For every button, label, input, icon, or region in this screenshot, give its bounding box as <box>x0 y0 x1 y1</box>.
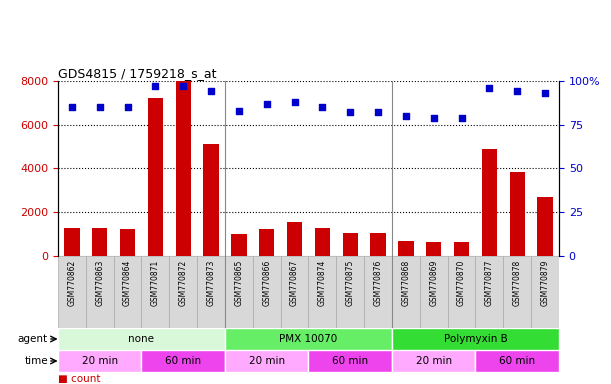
Text: GSM770873: GSM770873 <box>207 260 216 306</box>
Text: GSM770879: GSM770879 <box>541 260 549 306</box>
FancyBboxPatch shape <box>142 256 169 328</box>
Point <box>290 99 299 105</box>
Text: GSM770868: GSM770868 <box>401 260 411 306</box>
Bar <box>259 228 274 256</box>
Text: GSM770877: GSM770877 <box>485 260 494 306</box>
FancyBboxPatch shape <box>392 256 420 328</box>
FancyBboxPatch shape <box>475 256 503 328</box>
Bar <box>64 228 79 256</box>
FancyBboxPatch shape <box>253 256 280 328</box>
Text: 60 min: 60 min <box>165 356 201 366</box>
FancyBboxPatch shape <box>142 350 225 372</box>
FancyBboxPatch shape <box>197 256 225 328</box>
Text: GSM770875: GSM770875 <box>346 260 355 306</box>
Point <box>262 101 272 107</box>
Text: 60 min: 60 min <box>499 356 535 366</box>
Text: ■ count: ■ count <box>58 374 100 384</box>
Text: GSM770871: GSM770871 <box>151 260 160 306</box>
FancyBboxPatch shape <box>58 328 225 350</box>
Point <box>234 108 244 114</box>
Point <box>345 109 355 116</box>
FancyBboxPatch shape <box>364 256 392 328</box>
Point <box>123 104 133 110</box>
Bar <box>287 222 302 256</box>
Bar <box>426 242 441 256</box>
Point <box>178 83 188 89</box>
Text: GSM770876: GSM770876 <box>373 260 382 306</box>
Text: 20 min: 20 min <box>82 356 118 366</box>
Text: 60 min: 60 min <box>332 356 368 366</box>
Text: GSM770867: GSM770867 <box>290 260 299 306</box>
Bar <box>231 234 247 256</box>
Point <box>318 104 327 110</box>
FancyBboxPatch shape <box>448 256 475 328</box>
FancyBboxPatch shape <box>503 256 531 328</box>
Bar <box>454 242 469 256</box>
FancyBboxPatch shape <box>280 256 309 328</box>
FancyBboxPatch shape <box>225 256 253 328</box>
Text: GSM770865: GSM770865 <box>235 260 243 306</box>
Text: 20 min: 20 min <box>415 356 452 366</box>
Point <box>373 109 383 116</box>
Text: PMX 10070: PMX 10070 <box>279 334 338 344</box>
Text: GSM770864: GSM770864 <box>123 260 132 306</box>
FancyBboxPatch shape <box>309 350 392 372</box>
FancyBboxPatch shape <box>392 328 559 350</box>
Text: time: time <box>24 356 48 366</box>
Bar <box>370 233 386 256</box>
FancyBboxPatch shape <box>336 256 364 328</box>
Point <box>429 115 439 121</box>
Text: GSM770869: GSM770869 <box>430 260 438 306</box>
Text: GSM770872: GSM770872 <box>179 260 188 306</box>
FancyBboxPatch shape <box>392 350 475 372</box>
Bar <box>481 149 497 256</box>
Point <box>150 83 160 89</box>
Text: GSM770874: GSM770874 <box>318 260 327 306</box>
FancyBboxPatch shape <box>225 328 392 350</box>
Text: GSM770863: GSM770863 <box>95 260 104 306</box>
Text: GSM770870: GSM770870 <box>457 260 466 306</box>
Text: 20 min: 20 min <box>249 356 285 366</box>
Point <box>206 88 216 94</box>
Point <box>513 88 522 94</box>
FancyBboxPatch shape <box>58 256 86 328</box>
Bar <box>203 144 219 256</box>
Text: GSM770866: GSM770866 <box>262 260 271 306</box>
Point <box>401 113 411 119</box>
Bar <box>510 172 525 256</box>
FancyBboxPatch shape <box>475 350 559 372</box>
Bar <box>148 99 163 256</box>
Text: Polymyxin B: Polymyxin B <box>444 334 507 344</box>
FancyBboxPatch shape <box>309 256 336 328</box>
Bar <box>92 228 108 256</box>
Bar <box>120 228 135 256</box>
Bar <box>175 81 191 256</box>
Text: none: none <box>128 334 155 344</box>
FancyBboxPatch shape <box>420 256 448 328</box>
Point <box>67 104 77 110</box>
Text: GSM770862: GSM770862 <box>67 260 76 306</box>
FancyBboxPatch shape <box>169 256 197 328</box>
Bar <box>398 241 414 256</box>
Point <box>540 90 550 96</box>
Point <box>456 115 466 121</box>
FancyBboxPatch shape <box>58 350 142 372</box>
FancyBboxPatch shape <box>114 256 142 328</box>
Point <box>485 85 494 91</box>
Text: GSM770878: GSM770878 <box>513 260 522 306</box>
FancyBboxPatch shape <box>86 256 114 328</box>
Text: GDS4815 / 1759218_s_at: GDS4815 / 1759218_s_at <box>58 67 216 80</box>
Point <box>95 104 104 110</box>
Text: agent: agent <box>18 334 48 344</box>
Bar <box>343 233 358 256</box>
Bar <box>315 228 330 256</box>
FancyBboxPatch shape <box>531 256 559 328</box>
FancyBboxPatch shape <box>225 350 309 372</box>
Bar <box>538 197 553 256</box>
